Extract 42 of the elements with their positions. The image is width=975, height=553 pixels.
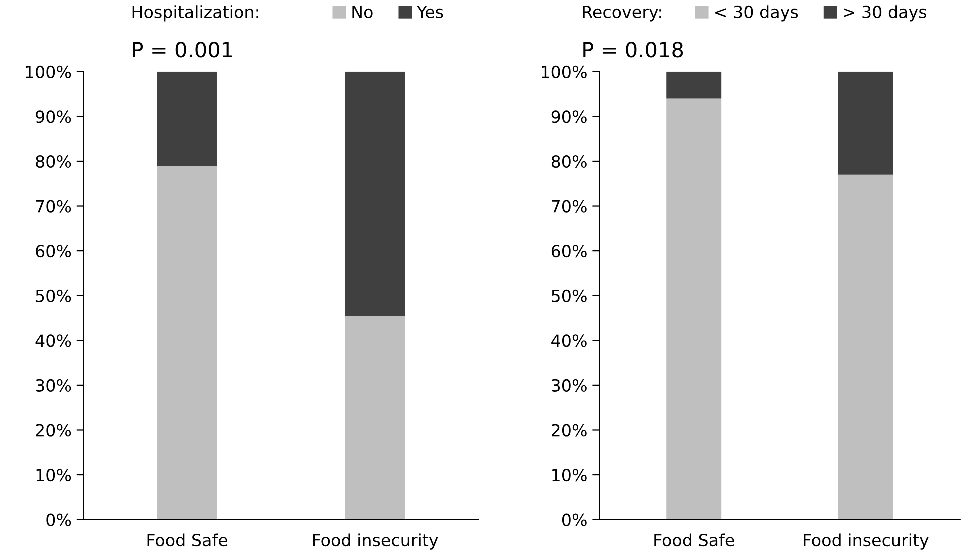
y-tick-label: 20% [36, 424, 72, 437]
y-tick-label: 30% [36, 379, 72, 392]
y-tick-label: 0% [46, 514, 72, 526]
x-tick-label: Food insecurity [313, 534, 438, 550]
y-tick-label: 10% [552, 468, 587, 482]
y-tick-label: 60% [36, 245, 72, 258]
y-tick-label: 90% [552, 110, 587, 124]
bar [666, 72, 722, 99]
legend-title: Recovery: [583, 6, 662, 22]
bar [345, 316, 406, 520]
x-tick-label: Food Safe [148, 534, 228, 547]
legend-label: > 30 days [844, 6, 927, 22]
y-tick-label: 50% [36, 290, 72, 302]
x-tick-label: Food Safe [654, 534, 734, 547]
legend-label: < 30 days [716, 6, 798, 22]
y-tick-label: 20% [552, 424, 587, 437]
bar [838, 174, 894, 520]
y-tick-label: 90% [36, 110, 72, 124]
y-tick-label: 50% [552, 290, 587, 302]
y-tick-label: 30% [552, 379, 587, 392]
bar [838, 72, 894, 175]
y-tick-label: 100% [542, 66, 587, 78]
bar [666, 98, 722, 520]
bar [157, 166, 218, 520]
x-tick-label: Food insecurity [804, 534, 929, 550]
y-tick-label: 70% [36, 200, 72, 213]
y-tick-label: 40% [36, 334, 72, 348]
legend-label: No [352, 6, 373, 18]
y-tick-label: 80% [36, 155, 72, 168]
bar [345, 72, 406, 316]
text: P = 0.018 [584, 42, 684, 58]
legend-title: Hospitalization: [132, 6, 258, 22]
text: P = 0.001 [133, 42, 232, 58]
y-tick-label: 80% [552, 155, 587, 168]
bar [157, 72, 218, 166]
y-tick-label: 0% [562, 514, 587, 526]
y-tick-label: 70% [552, 200, 587, 213]
y-tick-label: 10% [36, 468, 72, 482]
y-tick-label: 60% [552, 245, 587, 258]
y-tick-label: 100% [26, 66, 72, 78]
legend-label: Yes [417, 6, 444, 18]
y-tick-label: 40% [552, 334, 587, 348]
